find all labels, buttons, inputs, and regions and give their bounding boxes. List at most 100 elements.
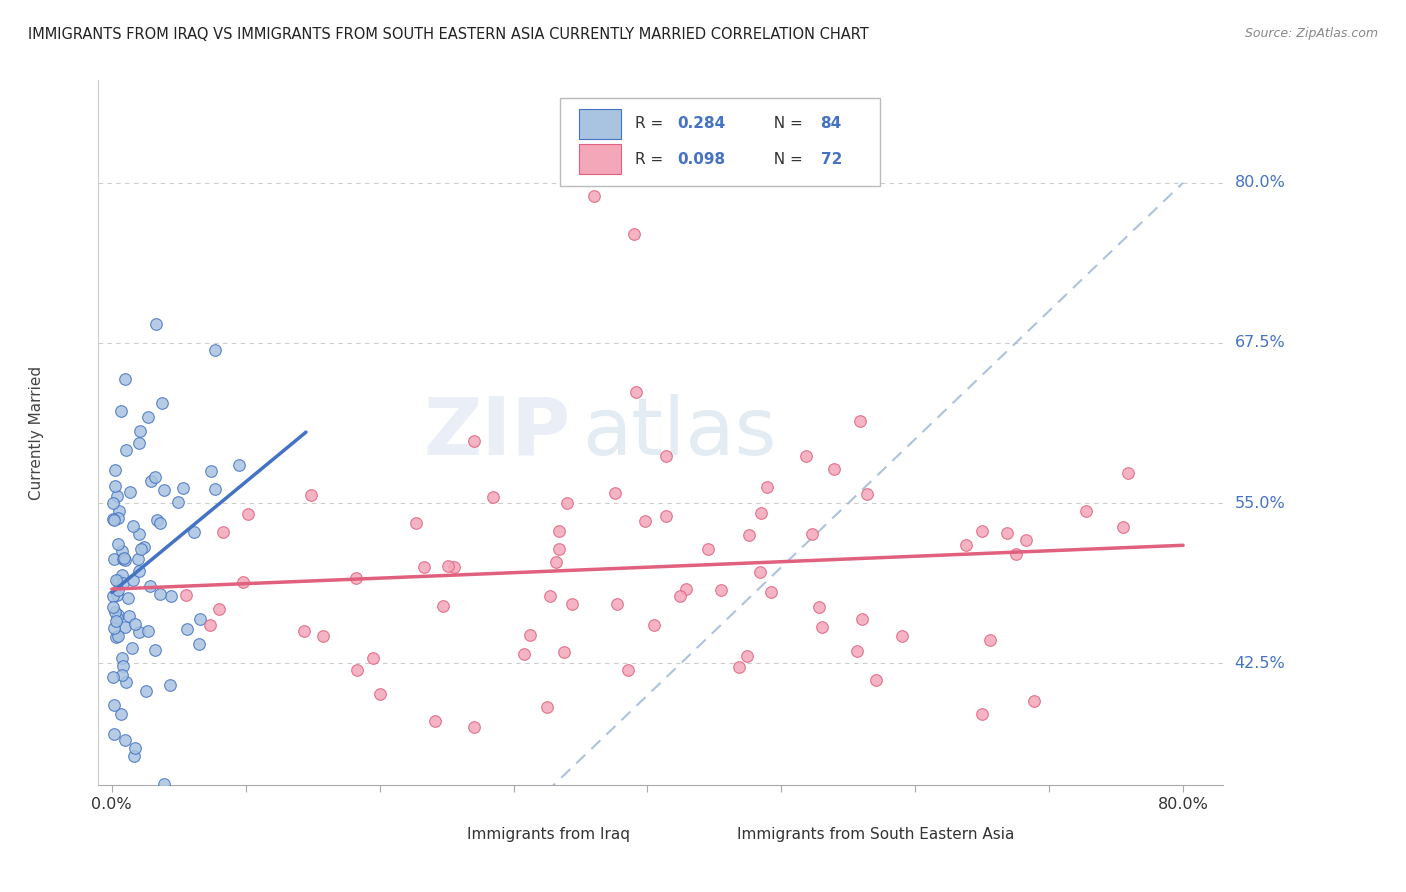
Point (463, 720, 485, 734)
Point (548, 524, 571, 538)
Point (405, 516, 427, 531)
Point (110, 404, 132, 418)
Text: R =: R = (636, 152, 668, 167)
Point (368, 687, 391, 701)
Point (108, 504, 131, 518)
Point (633, 514, 655, 528)
Point (710, 583, 733, 598)
Point (211, 525, 233, 540)
FancyBboxPatch shape (436, 823, 461, 845)
Point (136, 410, 159, 425)
Point (361, 651, 384, 665)
Point (482, 490, 505, 504)
Point (807, 600, 830, 615)
Point (132, 540, 155, 554)
Point (128, 424, 150, 438)
Point (139, 579, 162, 593)
Point (135, 684, 157, 698)
Text: 84: 84 (821, 117, 842, 131)
Point (344, 572, 367, 586)
Point (437, 559, 460, 574)
Point (152, 483, 174, 497)
Point (443, 560, 465, 574)
Point (124, 741, 146, 756)
Text: 42.5%: 42.5% (1234, 656, 1285, 671)
Point (110, 668, 132, 682)
Point (800, 526, 823, 541)
Point (148, 587, 170, 601)
Point (696, 542, 718, 557)
Text: 0.098: 0.098 (678, 152, 725, 167)
Point (1005, 548, 1028, 562)
Point (606, 597, 628, 611)
Point (299, 488, 322, 502)
Point (105, 573, 128, 587)
Point (183, 524, 205, 539)
Text: 72: 72 (821, 152, 842, 167)
Point (200, 464, 222, 478)
Point (145, 318, 167, 332)
Point (582, 188, 605, 202)
Text: Immigrants from Iraq: Immigrants from Iraq (467, 827, 630, 842)
Text: Source: ZipAtlas.com: Source: ZipAtlas.com (1244, 27, 1378, 40)
Point (176, 622, 198, 636)
Point (232, 575, 254, 590)
FancyBboxPatch shape (706, 823, 731, 845)
Text: R =: R = (636, 117, 668, 131)
Point (124, 616, 146, 631)
Point (849, 414, 872, 428)
Point (749, 506, 772, 520)
Point (519, 628, 541, 642)
Point (122, 519, 145, 533)
Point (292, 624, 315, 639)
Point (624, 384, 647, 399)
Point (172, 482, 194, 496)
Point (129, 541, 152, 556)
Point (228, 458, 250, 472)
Point (423, 714, 446, 729)
Point (796, 449, 818, 463)
Point (979, 632, 1001, 647)
Point (811, 620, 834, 634)
Point (413, 560, 436, 574)
Point (463, 434, 485, 448)
Point (122, 573, 145, 587)
Point (139, 475, 162, 489)
Text: N =: N = (765, 152, 808, 167)
Point (153, 777, 176, 791)
Point (856, 487, 879, 501)
Point (101, 670, 124, 684)
Text: Currently Married: Currently Married (30, 366, 44, 500)
Point (145, 642, 167, 657)
Text: atlas: atlas (582, 393, 776, 472)
Text: 67.5%: 67.5% (1234, 335, 1285, 351)
Point (111, 544, 134, 558)
Point (143, 470, 166, 484)
Point (103, 551, 125, 566)
Text: IMMIGRANTS FROM IRAQ VS IMMIGRANTS FROM SOUTH EASTERN ASIA CURRENTLY MARRIED COR: IMMIGRANTS FROM IRAQ VS IMMIGRANTS FROM … (28, 27, 869, 42)
Point (865, 673, 887, 687)
Point (114, 620, 136, 634)
Point (105, 611, 128, 625)
Point (111, 651, 134, 665)
Point (114, 733, 136, 747)
Point (735, 648, 758, 663)
Point (160, 589, 183, 603)
Point (104, 605, 127, 619)
Point (544, 555, 567, 569)
Text: ZIP: ZIP (423, 393, 571, 472)
Point (174, 588, 197, 602)
Text: 55.0%: 55.0% (1234, 496, 1285, 510)
Point (107, 573, 129, 587)
Point (603, 485, 626, 500)
Point (103, 621, 125, 635)
Point (851, 612, 873, 626)
Point (112, 551, 135, 566)
Point (513, 647, 536, 661)
Point (121, 641, 143, 656)
Point (118, 608, 141, 623)
Point (675, 582, 697, 596)
Point (236, 507, 259, 521)
Point (117, 591, 139, 605)
Point (107, 629, 129, 643)
